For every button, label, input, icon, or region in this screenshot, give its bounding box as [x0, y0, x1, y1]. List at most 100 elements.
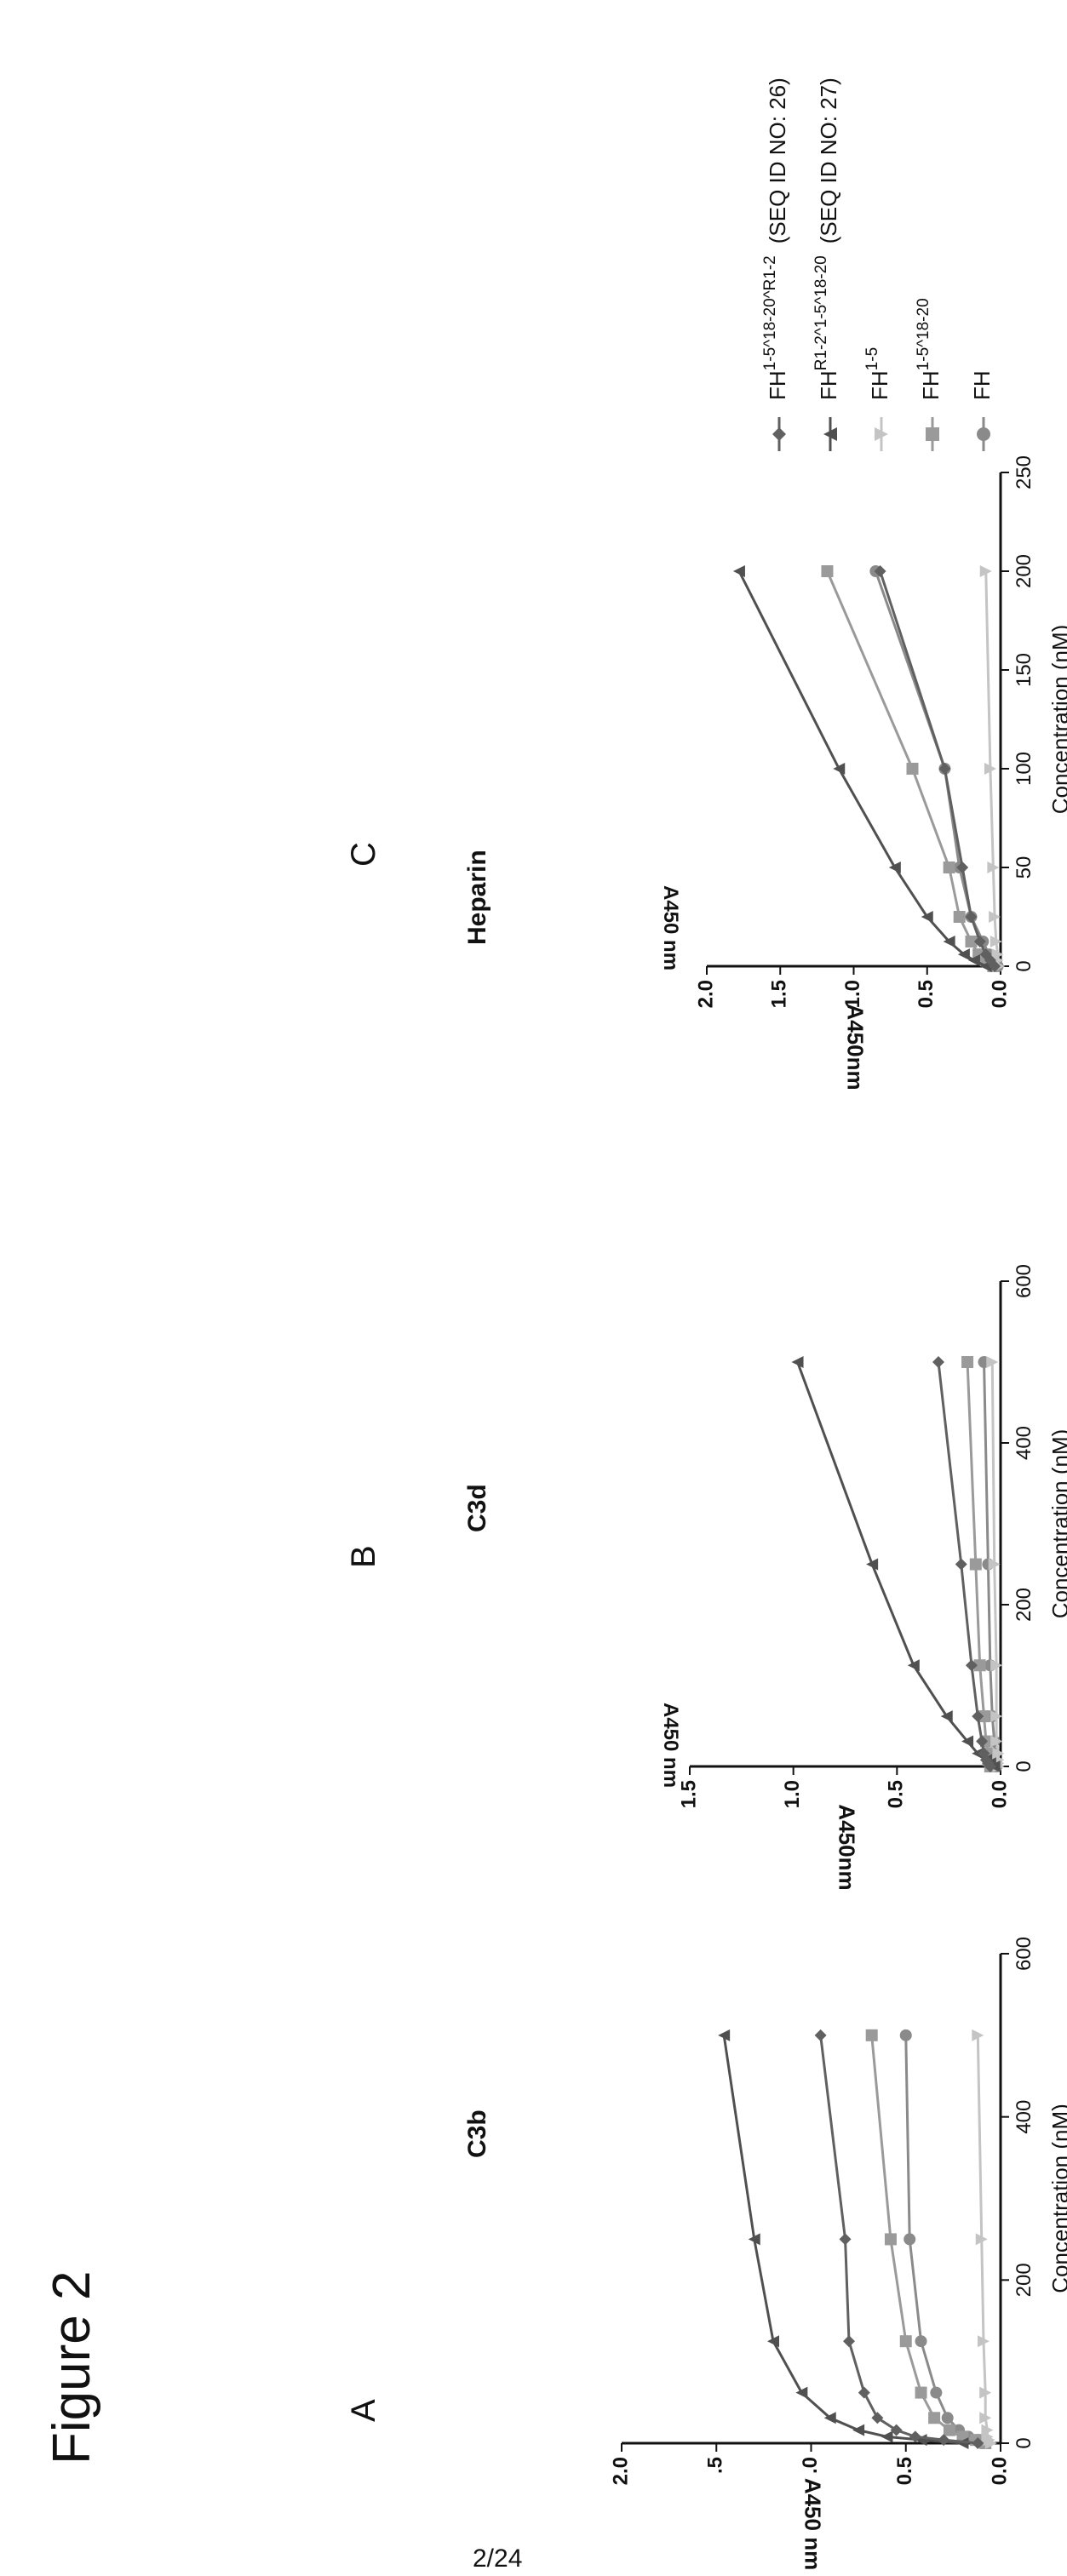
data-point	[989, 911, 1001, 923]
panel-letter-a: A	[345, 2399, 382, 2422]
data-point	[881, 2430, 893, 2443]
data-point	[956, 2437, 969, 2449]
panel-title-c3d: C3d	[463, 1484, 491, 1532]
data-point	[718, 2029, 731, 2041]
y-tick-label: 2.0	[609, 2457, 632, 2485]
data-point	[943, 936, 955, 947]
data-point	[938, 763, 951, 775]
data-point	[978, 1747, 990, 1760]
y-tick-label: 0.5	[885, 1780, 908, 1808]
data-point	[884, 2233, 897, 2246]
page-number: 2/24	[473, 2545, 522, 2573]
series-2	[865, 2029, 992, 2449]
x-tick-label: 600	[1013, 1264, 1035, 1298]
legend-label: FH	[969, 370, 995, 400]
data-point	[981, 2424, 994, 2436]
series-line	[874, 570, 999, 967]
panel-b-inner-label: A450 nm	[659, 1703, 682, 1788]
series-5	[932, 1356, 996, 1772]
series-5	[814, 2029, 984, 2449]
y-axis-label: A450nm	[835, 1804, 860, 1890]
data-point	[941, 2412, 954, 2424]
panel-letter-c: C	[345, 842, 382, 867]
data-point	[979, 948, 992, 961]
series-4	[732, 565, 992, 972]
x-tick-label: 600	[1013, 1937, 1035, 1971]
y-tick-label: 0.5	[915, 980, 938, 1008]
data-point	[921, 911, 933, 923]
x-axis-label: Concentration (nM)	[1047, 2104, 1067, 2293]
x-tick-label: 200	[1013, 2263, 1035, 2297]
legend: FH FH1-5^18-20 FH1-5 FHR1-2^1-5^18-20(SEQ I…	[761, 77, 995, 451]
data-point	[972, 2437, 984, 2449]
x-axis-label: Concentration (nM)	[1047, 625, 1067, 815]
x-tick-label: 400	[1013, 2100, 1035, 2134]
x-tick-label: 200	[1013, 1588, 1035, 1622]
data-point	[874, 565, 886, 577]
x-tick-label: 0	[1013, 960, 1035, 971]
data-point	[972, 1710, 984, 1723]
data-point	[823, 2412, 836, 2424]
data-point	[973, 1659, 986, 1672]
y-axis-label: A450 nm	[800, 2478, 826, 2570]
series-1	[869, 565, 1004, 972]
data-point	[992, 1747, 1005, 1760]
y-tick-label: 1.0	[841, 980, 864, 1008]
y-tick-label: 2.0	[694, 980, 717, 1008]
y-tick-label: 0.5	[893, 2457, 916, 2485]
data-point	[986, 1356, 999, 1368]
y-tick-label: .0	[799, 2457, 822, 2474]
data-point	[767, 2335, 779, 2348]
data-point	[975, 2233, 988, 2246]
x-tick-label: 250	[1013, 455, 1035, 489]
data-point	[953, 911, 966, 923]
data-point	[852, 2424, 865, 2436]
x-tick-label: 100	[1013, 752, 1035, 786]
y-tick-label: 0.0	[988, 980, 1011, 1008]
legend-entry-3: FH1-5	[863, 347, 892, 451]
panel-c-inner-label: A450 nm	[659, 885, 682, 970]
y-tick-label: 1.5	[768, 980, 791, 1008]
chart-panel-c3d: 0 200 400 600 Concentration (nM) 0.0 0.5 1.0 1.5…	[677, 1264, 1067, 1891]
data-point	[990, 1710, 1003, 1723]
data-point	[984, 763, 996, 775]
y-tick-label: .5	[704, 2457, 727, 2474]
data-point	[961, 1735, 974, 1748]
data-point	[972, 1747, 984, 1760]
data-point	[899, 2029, 912, 2041]
series-3	[972, 2029, 997, 2449]
legend-entry-1: FH	[969, 370, 995, 451]
data-point	[732, 565, 745, 577]
data-point	[987, 862, 1000, 873]
figure-title: Figure 2	[43, 2271, 101, 2464]
data-point	[979, 2412, 992, 2424]
data-point	[965, 911, 978, 923]
panel-title-c3b: C3b	[463, 2109, 491, 2158]
x-tick-label: 150	[1013, 653, 1035, 687]
legend-marker	[977, 427, 990, 441]
legend-entry-2: FH1-5^18-20	[915, 298, 944, 451]
x-tick-label: 200	[1013, 554, 1035, 588]
data-point	[955, 1558, 967, 1571]
x-tick-label: 0	[1013, 2437, 1035, 2448]
data-point	[890, 2424, 903, 2436]
data-point	[943, 2424, 955, 2436]
panel-title-heparin: Heparin	[463, 850, 491, 945]
data-point	[976, 1735, 989, 1748]
y-tick-label: 0.0	[988, 1780, 1011, 1808]
data-point	[988, 1558, 1001, 1571]
legend-marker	[875, 427, 888, 441]
data-point	[795, 2386, 808, 2399]
data-point	[990, 1735, 1003, 1748]
data-point	[938, 2434, 950, 2447]
data-point	[833, 763, 846, 775]
legend-marker	[926, 427, 939, 441]
legend-entry-4: FHR1-2^1-5^18-20(SEQ ID NO: 27)	[812, 77, 841, 451]
data-point	[965, 936, 978, 947]
data-point	[865, 2029, 878, 2041]
chart-panel-heparin: 0 50 100 150 200 250 Concentration (nM) 0.0 0.5 1…	[694, 455, 1067, 1091]
x-tick-label: 400	[1013, 1426, 1035, 1460]
data-point	[979, 565, 992, 577]
data-point	[791, 1356, 804, 1368]
